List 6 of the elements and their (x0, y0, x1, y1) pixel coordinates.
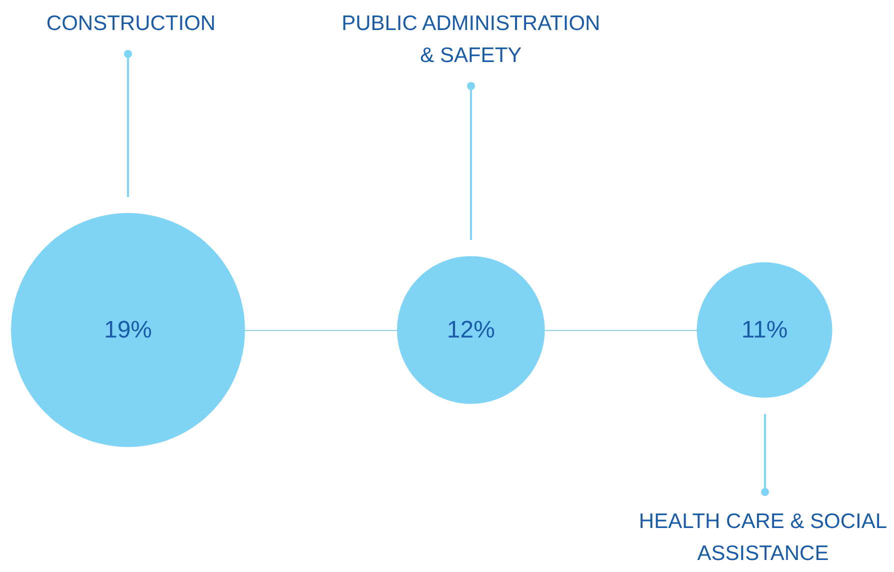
category-label: CONSTRUCTION (45, 11, 217, 37)
data-label: 19% (104, 316, 152, 344)
category-label: PUBLIC ADMINISTRATION & SAFETY (340, 11, 602, 69)
data-label: 12% (446, 316, 495, 344)
data-label: 11% (741, 316, 788, 344)
category-label: HEALTH CARE & SOCIAL ASSISTANCE (638, 509, 888, 567)
